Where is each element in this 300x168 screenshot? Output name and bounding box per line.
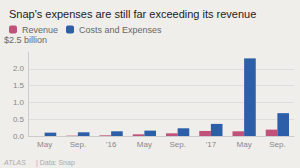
svg-text:Sep.: Sep. — [169, 140, 185, 149]
svg-text:May: May — [37, 140, 52, 149]
svg-text:Costs and Expenses: Costs and Expenses — [79, 25, 162, 35]
svg-text:May: May — [237, 140, 252, 149]
svg-text:1.0: 1.0 — [13, 98, 25, 107]
svg-text:Sep.: Sep. — [269, 140, 285, 149]
svg-text:Sep.: Sep. — [70, 140, 86, 149]
svg-text:May: May — [137, 140, 152, 149]
svg-text:ATLAS: ATLAS — [3, 159, 26, 166]
svg-text:| Data: Snap: | Data: Snap — [36, 159, 75, 167]
svg-text:0.0: 0.0 — [13, 132, 25, 141]
svg-text:0.5: 0.5 — [13, 115, 25, 124]
svg-text:’17: ’17 — [206, 140, 217, 149]
svg-text:Revenue: Revenue — [22, 25, 58, 35]
svg-text:Snap's expenses are still far: Snap's expenses are still far exceeding … — [9, 8, 256, 20]
svg-text:2.0: 2.0 — [13, 64, 25, 73]
svg-text:1.5: 1.5 — [13, 81, 25, 90]
svg-text:’16: ’16 — [106, 140, 117, 149]
svg-text:$2.5 billion: $2.5 billion — [4, 35, 47, 45]
